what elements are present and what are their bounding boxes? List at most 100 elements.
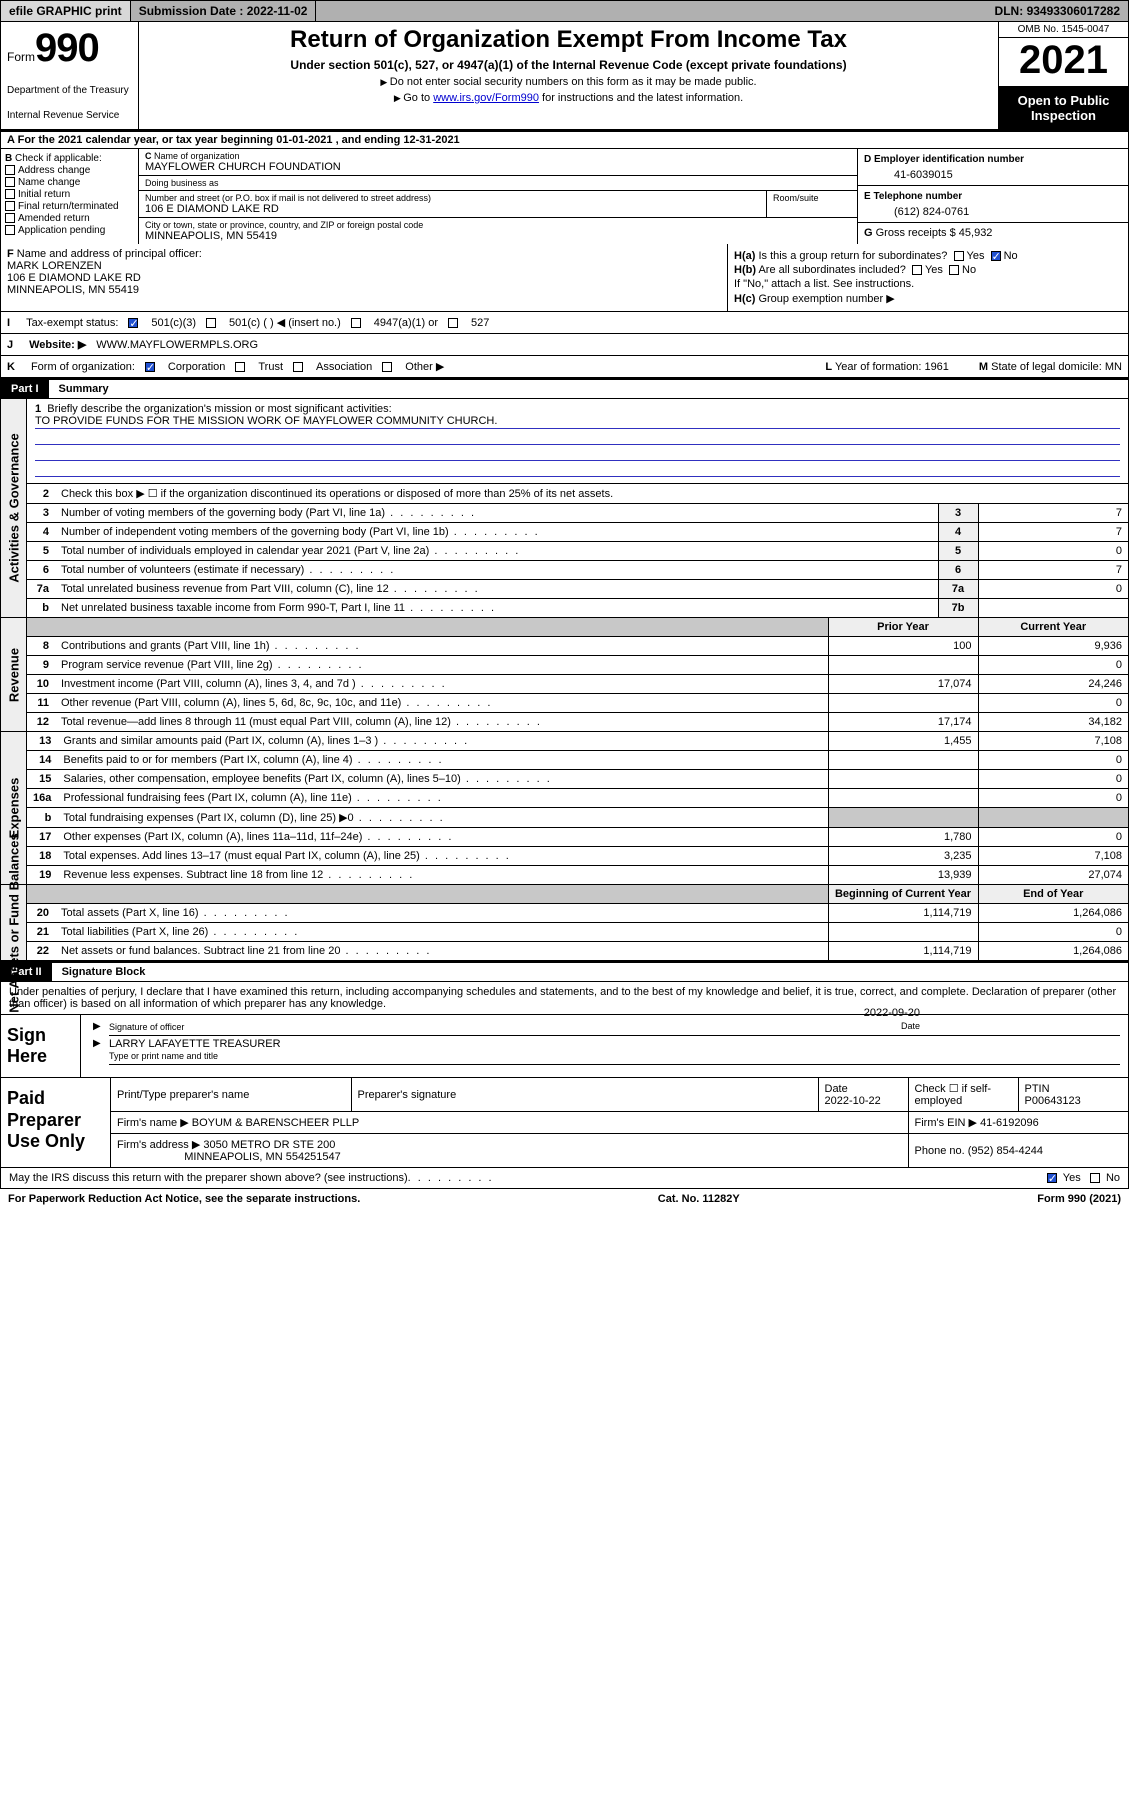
efile-print-button[interactable]: efile GRAPHIC print <box>1 1 131 21</box>
header-right: OMB No. 1545-0047 2021 Open to Public In… <box>998 22 1128 129</box>
chk-final-return[interactable]: Final return/terminated <box>5 201 134 212</box>
line-num: 10 <box>27 675 55 694</box>
period-pre: For the 2021 calendar year, or tax year … <box>18 134 277 146</box>
goto-post: for instructions and the latest informat… <box>539 92 743 104</box>
line-desc: Program service revenue (Part VIII, line… <box>55 656 828 675</box>
vtab-netassets: Net Assets or Fund Balances <box>1 885 27 960</box>
line-num: 2 <box>27 484 55 504</box>
line-desc: Salaries, other compensation, employee b… <box>57 770 828 789</box>
line-desc: Total expenses. Add lines 13–17 (must eq… <box>57 847 828 866</box>
paid-preparer-table: Print/Type preparer's name Preparer's si… <box>111 1078 1128 1167</box>
prior-year-value: 1,114,719 <box>828 942 978 961</box>
box-b: B Check if applicable: Address change Na… <box>1 149 139 244</box>
paperwork-notice: For Paperwork Reduction Act Notice, see … <box>8 1193 360 1205</box>
prior-year-value <box>828 694 978 713</box>
row-i: I Tax-exempt status: 501(c)(3) 501(c) ( … <box>0 312 1129 334</box>
ptin-value: P00643123 <box>1025 1095 1081 1107</box>
current-year-value: 24,246 <box>978 675 1128 694</box>
chk-4947[interactable] <box>351 318 361 328</box>
prior-year-value: 1,780 <box>828 828 978 847</box>
box-h: H(a) Is this a group return for subordin… <box>728 244 1128 311</box>
line-desc: Other expenses (Part IX, column (A), lin… <box>57 828 828 847</box>
sig-officer-cap: Signature of officer <box>109 1022 184 1032</box>
chk-501c3[interactable] <box>128 318 138 328</box>
ha-no-checkbox[interactable] <box>991 251 1001 261</box>
form-title: Return of Organization Exempt From Incom… <box>149 26 988 54</box>
summary-wrap: Activities & Governance 1 Briefly descri… <box>0 399 1129 961</box>
part1-bar: Part I <box>1 380 49 398</box>
firm-addr2: MINNEAPOLIS, MN 554251547 <box>184 1151 341 1163</box>
line-desc: Contributions and grants (Part VIII, lin… <box>55 637 828 656</box>
tax-year: 2021 <box>999 38 1128 87</box>
chk-527[interactable] <box>448 318 458 328</box>
chk-address-change[interactable]: Address change <box>5 165 134 176</box>
section-governance: Activities & Governance 1 Briefly descri… <box>1 399 1128 618</box>
line-box: 7a <box>938 580 978 599</box>
line-desc: Benefits paid to or for members (Part IX… <box>57 751 828 770</box>
line-num: 5 <box>27 542 55 561</box>
firm-phone: (952) 854-4244 <box>968 1145 1043 1157</box>
chk-initial-return[interactable]: Initial return <box>5 189 134 200</box>
prep-name-label: Print/Type preparer's name <box>117 1089 249 1101</box>
tax-exempt-label: Tax-exempt status: <box>26 317 118 329</box>
prep-date: 2022-10-22 <box>825 1095 881 1107</box>
current-year-value: 0 <box>978 694 1128 713</box>
line-value: 0 <box>978 542 1128 561</box>
line-desc: Number of independent voting members of … <box>55 523 938 542</box>
line-box: 3 <box>938 504 978 523</box>
ha-yes-checkbox[interactable] <box>954 251 964 261</box>
officer-addr2: MINNEAPOLIS, MN 55419 <box>7 284 139 296</box>
prior-year-value: 17,174 <box>828 713 978 732</box>
vtab-governance: Activities & Governance <box>1 399 27 617</box>
open-to-public: Open to Public Inspection <box>999 87 1128 129</box>
prior-year-value <box>828 656 978 675</box>
chk-other[interactable] <box>382 362 392 372</box>
line-desc: Total unrelated business revenue from Pa… <box>55 580 938 599</box>
governance-table: 2 Check this box ▶ ☐ if the organization… <box>27 484 1128 617</box>
firm-ein: 41-6192096 <box>980 1117 1039 1129</box>
chk-amended-return[interactable]: Amended return <box>5 213 134 224</box>
name-title-cap: Type or print name and title <box>109 1051 218 1061</box>
line-box: 5 <box>938 542 978 561</box>
line-desc: Other revenue (Part VIII, column (A), li… <box>55 694 828 713</box>
prior-year-value: 1,114,719 <box>828 904 978 923</box>
discuss-no-checkbox[interactable] <box>1090 1173 1100 1183</box>
prior-year-value <box>828 789 978 808</box>
current-year-value: 1,264,086 <box>978 904 1128 923</box>
sig-date: 2022-09-20 <box>864 1007 920 1019</box>
chk-trust[interactable] <box>235 362 245 372</box>
website-value: WWW.MAYFLOWERMPLS.ORG <box>96 339 258 351</box>
current-year-value: 0 <box>978 828 1128 847</box>
dln-value: 93493306017282 <box>1027 4 1120 18</box>
chk-corporation[interactable] <box>145 362 155 372</box>
box-de: D Employer identification number 41-6039… <box>858 149 1128 244</box>
officer-name-line: LARRY LAFAYETTE TREASURER Type or print … <box>109 1038 1120 1065</box>
line-num: 12 <box>27 713 55 732</box>
officer-signature-line[interactable]: 2022-09-20 Signature of officer Date <box>109 1021 1120 1036</box>
chk-association[interactable] <box>293 362 303 372</box>
col-current-year: End of Year <box>978 885 1128 904</box>
line-num: 20 <box>27 904 55 923</box>
hb-no-checkbox[interactable] <box>949 265 959 275</box>
line-num: 17 <box>27 828 57 847</box>
dln-cell: DLN: 93493306017282 <box>987 1 1128 21</box>
hb-yes-checkbox[interactable] <box>912 265 922 275</box>
officer-name-title: LARRY LAFAYETTE TREASURER <box>109 1038 281 1050</box>
line-desc: Number of voting members of the governin… <box>55 504 938 523</box>
chk-name-change[interactable]: Name change <box>5 177 134 188</box>
chk-application-pending[interactable]: Application pending <box>5 225 134 236</box>
entity-block: B Check if applicable: Address change Na… <box>0 149 1129 244</box>
current-year-value: 0 <box>978 923 1128 942</box>
chk-501c[interactable] <box>206 318 216 328</box>
line-desc: Professional fundraising fees (Part IX, … <box>57 789 828 808</box>
line-desc: Investment income (Part VIII, column (A)… <box>55 675 828 694</box>
toolbar-spacer <box>316 1 986 21</box>
row-k: K Form of organization: Corporation Trus… <box>0 356 1129 378</box>
discuss-yes-checkbox[interactable] <box>1047 1173 1057 1183</box>
line-desc: Total number of volunteers (estimate if … <box>55 561 938 580</box>
sign-here-row: Sign Here 2022-09-20 Signature of office… <box>1 1015 1128 1077</box>
prep-selfemp: Check ☐ if self-employed <box>915 1083 992 1107</box>
submission-date-value: 2022-11-02 <box>247 4 308 18</box>
line-box: 4 <box>938 523 978 542</box>
irs-link[interactable]: www.irs.gov/Form990 <box>433 92 539 104</box>
